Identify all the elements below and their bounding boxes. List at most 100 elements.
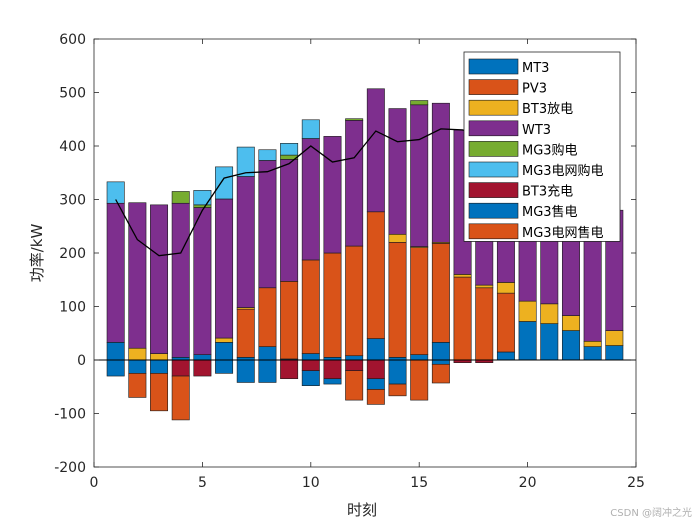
bar-segment-neg-1-8: [258, 359, 277, 383]
watermark: CSDN @阔冲之光: [610, 506, 692, 519]
bar-segment-pos-0-19: [496, 351, 515, 361]
x-tick-label-20: 20: [519, 475, 537, 491]
bar-segment-pos-3-14: [388, 108, 407, 235]
y-tick-label-400: 400: [59, 139, 86, 155]
bar-segment-neg-1-2: [128, 359, 147, 374]
bar-segment-pos-1-12: [345, 245, 364, 357]
bar-segment-pos-3-3: [150, 204, 169, 354]
bar-segment-neg-0-13: [366, 359, 385, 380]
bar-segment-neg-2-3: [150, 373, 169, 412]
bar-segment-pos-1-16: [431, 243, 450, 343]
bar-segment-pos-2-24: [605, 330, 624, 346]
y-tick-label-500: 500: [59, 86, 86, 102]
bar-segment-pos-0-23: [583, 346, 602, 361]
legend: MT3 PV3 BT3放电 WT3 MG3购电 MG3电网购电 BT3充电 MG3售电 MG3电…: [463, 51, 621, 242]
legend-label-3: WT3: [522, 123, 551, 138]
x-tick-label-0: 0: [90, 475, 99, 491]
bar-segment-pos-0-22: [561, 330, 580, 361]
bar-segment-pos-0-21: [540, 323, 559, 361]
bar-segment-neg-0-9: [280, 359, 299, 380]
bar-segment-pos-0-1: [106, 342, 125, 361]
bar-segment-neg-1-7: [236, 359, 255, 383]
y-tick-label-200: 200: [59, 246, 86, 262]
bar-segment-neg-1-13: [366, 378, 385, 390]
bar-segment-neg-1-10: [301, 370, 320, 386]
legend-label-6: BT3充电: [522, 184, 573, 200]
bar-segment-pos-3-10: [301, 138, 320, 261]
bar-segment-pos-1-14: [388, 242, 407, 358]
bar-segment-pos-5-7: [236, 146, 255, 177]
bar-segment-pos-2-20: [518, 300, 537, 322]
bar-segment-neg-2-15: [410, 359, 429, 401]
bar-segment-neg-0-12: [345, 359, 364, 371]
bar-segment-neg-2-13: [366, 389, 385, 405]
x-tick-label-5: 5: [198, 475, 207, 491]
bar-segment-neg-0-5: [193, 359, 212, 377]
legend-swatch-1: [468, 79, 519, 95]
legend-swatch-2: [468, 99, 519, 116]
axes-layer: 0 5 10 15 20 25 -200 -100 0 100 200 300 400 500 600: [54, 32, 645, 491]
bar-segment-pos-2-21: [540, 303, 559, 324]
bar-segment-pos-1-9: [280, 281, 299, 360]
legend-label-8: MG3电网售电: [522, 225, 604, 241]
bar-segment-pos-3-13: [366, 88, 385, 213]
bar-segment-pos-3-9: [280, 159, 299, 282]
bar-segment-pos-3-4: [171, 202, 190, 358]
legend-swatch-3: [468, 120, 519, 137]
y-tick-label-0: 0: [77, 353, 86, 369]
bar-segment-neg-1-1: [106, 359, 125, 377]
bar-segment-pos-3-15: [410, 104, 429, 247]
bar-segment-pos-2-14: [388, 233, 407, 243]
bar-segment-pos-2-19: [496, 282, 515, 294]
bar-segment-neg-0-11: [323, 359, 342, 380]
bar-segment-neg-2-14: [388, 383, 407, 397]
bar-segment-pos-0-13: [366, 338, 385, 361]
bar-segment-pos-0-12: [345, 355, 364, 361]
bar-segment-pos-1-13: [366, 211, 385, 339]
bar-segment-pos-0-16: [431, 342, 450, 361]
bar-segment-pos-4-12: [345, 118, 364, 121]
bar-segment-neg-0-4: [171, 359, 190, 377]
bar-segment-pos-2-22: [561, 315, 580, 331]
bar-segment-pos-5-10: [301, 119, 320, 139]
bar-segment-pos-5-6: [215, 166, 234, 200]
bar-segment-neg-1-6: [215, 359, 234, 374]
y-tick-label--200: -200: [54, 460, 86, 476]
bar-segment-neg-1-14: [388, 359, 407, 385]
bar-segment-pos-4-15: [410, 100, 429, 106]
bar-segment-pos-3-16: [431, 102, 450, 243]
bar-segment-pos-2-17: [453, 274, 472, 278]
y-tick-label-300: 300: [59, 193, 86, 209]
legend-swatch-4: [468, 141, 519, 157]
bar-segment-pos-4-5: [193, 204, 212, 208]
bar-segment-pos-5-9: [280, 143, 299, 156]
bar-segment-pos-2-6: [215, 337, 234, 343]
bar-segment-pos-0-5: [193, 354, 212, 361]
bar-segment-neg-1-11: [323, 378, 342, 385]
bar-segment-pos-0-8: [258, 346, 277, 361]
bar-segment-pos-0-20: [518, 321, 537, 361]
bar-segment-pos-3-6: [215, 198, 234, 339]
bar-segment-pos-3-1: [106, 202, 125, 343]
bar-segment-pos-0-6: [215, 342, 234, 361]
bar-segment-pos-1-8: [258, 287, 277, 347]
bar-segment-neg-2-2: [128, 373, 147, 398]
bar-segment-neg-1-16: [431, 359, 450, 365]
bar-segment-pos-1-10: [301, 259, 320, 354]
bar-segment-neg-2-4: [171, 375, 190, 421]
bar-segment-pos-0-15: [410, 354, 429, 361]
bar-segment-pos-2-3: [150, 353, 169, 361]
bar-segment-pos-0-24: [605, 345, 624, 361]
bar-segment-pos-5-1: [106, 181, 125, 204]
x-tick-label-25: 25: [627, 475, 645, 491]
bar-segment-pos-5-8: [258, 149, 277, 161]
x-tick-label-10: 10: [302, 475, 320, 491]
legend-swatch-0: [468, 58, 519, 75]
bar-segment-pos-2-2: [128, 347, 147, 361]
legend-label-5: MG3电网购电: [522, 163, 604, 179]
bar-segment-pos-1-11: [323, 252, 342, 358]
legend-label-1: PV3: [522, 82, 547, 97]
bar-segment-pos-2-18: [475, 284, 494, 289]
legend-swatch-5: [468, 161, 519, 178]
